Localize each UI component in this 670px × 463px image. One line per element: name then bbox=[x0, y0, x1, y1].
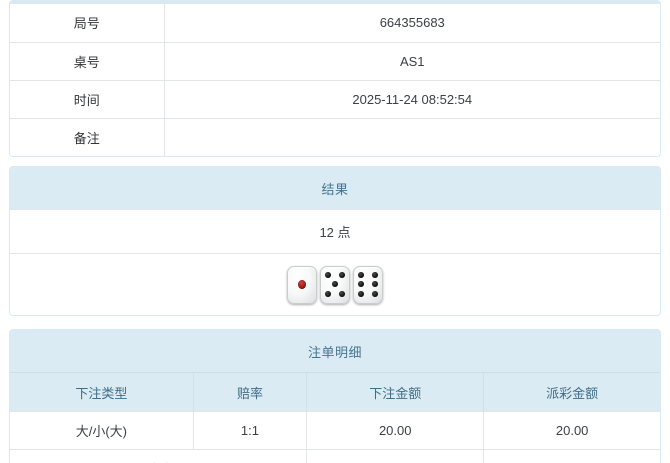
total-payout-cell: 20.00 bbox=[483, 449, 660, 463]
bet-type-cell: 大/小(大) bbox=[10, 411, 194, 450]
bet-amount-cell: 20.00 bbox=[306, 411, 484, 450]
table-header-row: 下注类型 赔率 下注金额 派彩金额 bbox=[10, 372, 660, 412]
info-value-time: 2025-11-24 08:52:54 bbox=[164, 79, 660, 118]
die-pip bbox=[371, 281, 378, 288]
table-row: 备注 bbox=[10, 117, 660, 156]
info-panel-top-strip bbox=[9, 0, 661, 4]
column-header-payout: 派彩金额 bbox=[483, 372, 660, 412]
total-bet-amount-cell: 20.00 bbox=[306, 449, 484, 463]
column-header-bet-type: 下注类型 bbox=[10, 372, 194, 412]
die-pip bbox=[338, 290, 345, 297]
table-total-row: 总计 20.00 20.00 bbox=[10, 449, 660, 463]
die-5-icon bbox=[320, 265, 350, 304]
total-label: 总计 bbox=[10, 449, 307, 463]
die-pip bbox=[358, 290, 365, 297]
die-pip bbox=[358, 281, 365, 288]
info-label-time: 时间 bbox=[10, 79, 165, 118]
die-pip bbox=[298, 279, 306, 289]
dice-row bbox=[10, 253, 660, 315]
table-row: 大/小(大) 1:1 20.00 20.00 bbox=[10, 411, 660, 450]
bet-details-panel: 注单明细 下注类型 赔率 下注金额 派彩金额 大/小(大) 1:1 20.00 … bbox=[9, 329, 661, 463]
die-pip bbox=[325, 290, 332, 297]
bet-details-table: 下注类型 赔率 下注金额 派彩金额 大/小(大) 1:1 20.00 20.00… bbox=[10, 372, 660, 463]
game-info-panel: 局号 664355683 桌号 AS1 时间 2025-11-24 08:52:… bbox=[9, 4, 661, 157]
game-info-table: 局号 664355683 桌号 AS1 时间 2025-11-24 08:52:… bbox=[10, 4, 660, 156]
die-6-icon bbox=[353, 265, 383, 304]
die-pip bbox=[325, 272, 332, 279]
bet-payout-cell: 20.00 bbox=[483, 411, 660, 450]
info-label-table-id: 桌号 bbox=[10, 41, 165, 80]
result-panel: 结果 12 点 bbox=[9, 166, 661, 316]
die-pip bbox=[338, 272, 345, 279]
column-header-bet-amount: 下注金额 bbox=[306, 372, 484, 412]
die-pip bbox=[371, 290, 378, 297]
table-row: 时间 2025-11-24 08:52:54 bbox=[10, 79, 660, 118]
info-value-remark bbox=[164, 117, 660, 156]
die-pip bbox=[358, 272, 365, 279]
bet-odds-cell: 1:1 bbox=[192, 411, 307, 450]
info-label-remark: 备注 bbox=[10, 117, 165, 156]
die-1-icon bbox=[287, 265, 317, 304]
bet-details-title: 注单明细 bbox=[10, 330, 660, 372]
die-pip bbox=[371, 272, 378, 279]
result-total-points: 12 点 bbox=[10, 209, 660, 253]
table-row: 桌号 AS1 bbox=[10, 41, 660, 80]
result-panel-title: 结果 bbox=[10, 167, 660, 209]
info-label-round-id: 局号 bbox=[10, 4, 165, 42]
info-value-round-id: 664355683 bbox=[164, 4, 660, 42]
column-header-odds: 赔率 bbox=[192, 372, 307, 412]
table-row: 局号 664355683 bbox=[10, 4, 660, 42]
info-value-table-id: AS1 bbox=[164, 41, 660, 80]
die-pip bbox=[331, 281, 338, 288]
